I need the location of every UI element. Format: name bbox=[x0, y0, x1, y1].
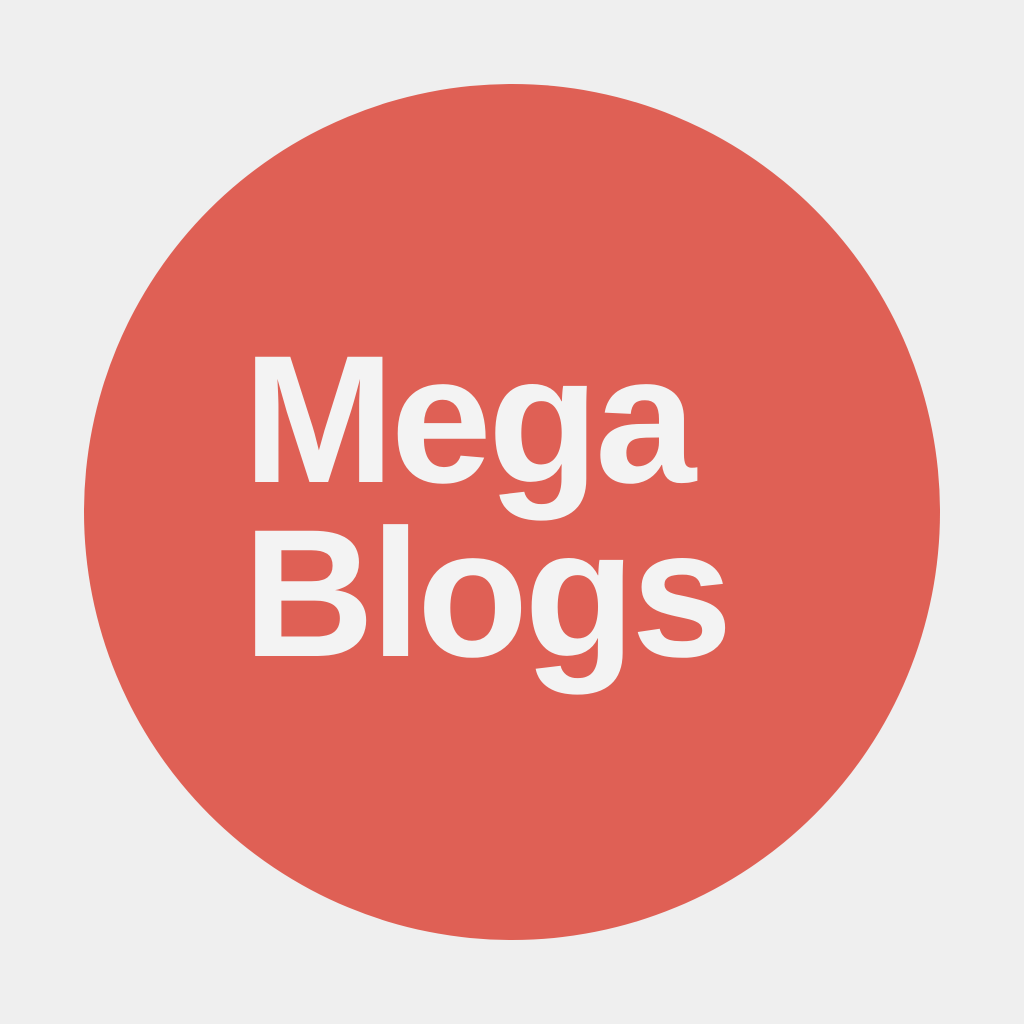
logo-circle bbox=[84, 84, 940, 940]
logo-wordmark: Mega Blogs bbox=[243, 317, 803, 695]
logo-line-1: Mega bbox=[243, 317, 696, 521]
logo-line-2: Blogs bbox=[243, 491, 733, 695]
